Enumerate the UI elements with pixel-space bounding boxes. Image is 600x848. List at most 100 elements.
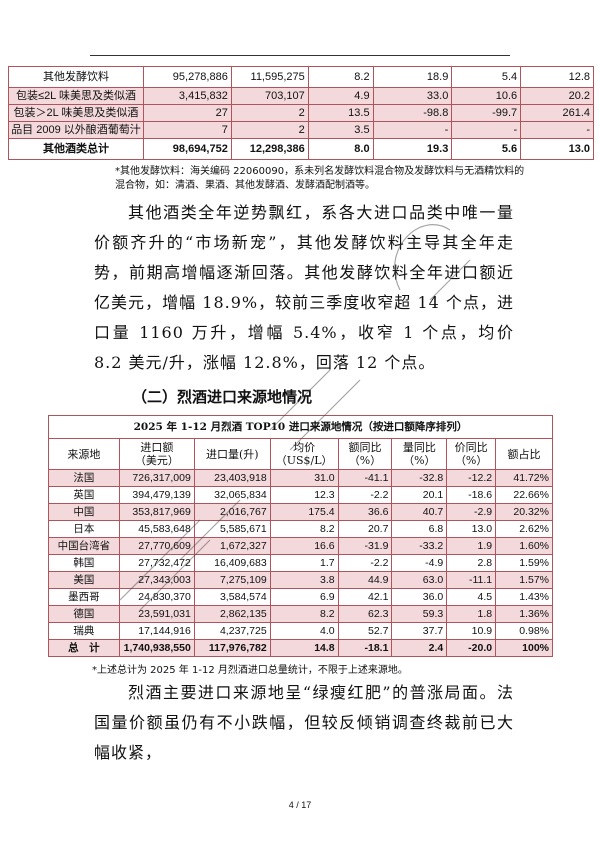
table-cell: -2.2 [337, 486, 393, 504]
table-cell: 24,830,370 [118, 588, 195, 606]
table-cell: 10.9 [446, 622, 497, 640]
column-header: 额同比 （%） [337, 438, 393, 470]
table-cell: 中国 [48, 503, 120, 521]
table-cell: 2.62% [495, 520, 553, 538]
table2-note: *上述总计为 2025 年 1-12 月烈酒进口总量统计，不限于上述来源地。 [92, 665, 408, 676]
table1-note-line2: 混合物，如：清酒、果酒、其他发酵酒、发酵酒配制酒等。 [115, 180, 375, 191]
table-cell: 40.7 [391, 503, 448, 521]
column-header: 均价 （US$/L） [269, 438, 339, 470]
table-cell-price: 4.9 [307, 87, 374, 105]
table-cell-price-yoy: - [520, 121, 594, 139]
table-cell: 45,583,648 [118, 520, 195, 538]
table-cell: 20.1 [391, 486, 448, 504]
table-cell: 27,343,003 [118, 571, 195, 589]
table-cell-value: 3,415,832 [142, 87, 232, 105]
table-cell: 1.59% [495, 554, 553, 572]
table-cell: 1.36% [495, 605, 553, 623]
table-cell-volume: 2 [230, 121, 309, 139]
table-cell: 德国 [48, 605, 120, 623]
table-cell: 0.98% [495, 622, 553, 640]
table-cell: 44.9 [337, 571, 393, 589]
table-cell: 117,976,782 [193, 639, 271, 657]
table-cell: 3.8 [269, 571, 339, 589]
table-cell-volume-yoy: 5.4 [451, 66, 522, 88]
table-cell-price-yoy: 261.4 [520, 104, 594, 122]
table-cell-volume: 11,595,275 [230, 66, 309, 88]
table-cell: 1.60% [495, 537, 553, 555]
table-row: 包装＞2L 味美思及类似酒 27 2 13.5 -98.8 -99.7 261.4 [8, 104, 594, 122]
table-cell-value: 98,694,752 [142, 138, 232, 160]
page-number: 4 / 17 [288, 800, 312, 810]
table-cell-volume-yoy: -99.7 [451, 104, 522, 122]
table-cell: 8.2 [269, 520, 339, 538]
table-cell-value-yoy: - [372, 121, 453, 139]
table-cell: -41.1 [337, 469, 393, 487]
table-row: 美国 27,343,003 7,275,109 3.8 44.9 63.0 -11.1 1.5… [48, 571, 553, 589]
table-cell-name: 其他酒类总计 [8, 138, 144, 160]
column-header: 来源地 [48, 438, 120, 470]
table-cell-volume-yoy: 10.6 [451, 87, 522, 105]
table-cell: 14.8 [269, 639, 339, 657]
header-rule [90, 55, 510, 56]
table-row: 其他发酵饮料 95,278,886 11,595,275 8.2 18.9 5.4 12.8 [8, 66, 594, 88]
table-cell: 日本 [48, 520, 120, 538]
column-header: 进口额 （美元） [118, 438, 195, 470]
table-cell: 美国 [48, 571, 120, 589]
table-cell: 1.43% [495, 588, 553, 606]
table-row: 品目 2009 以外酿酒葡萄汁 7 2 3.5- - - [8, 121, 594, 139]
table-cell: 63.0 [391, 571, 448, 589]
table-cell: 22.66% [495, 486, 553, 504]
table-cell: 42.1 [337, 588, 393, 606]
table-cell-name: 其他发酵饮料 [8, 66, 144, 88]
table-cell-volume-yoy: - [451, 121, 522, 139]
table-cell: 2,016,767 [193, 503, 271, 521]
table-cell-value: 7 [142, 121, 232, 139]
table-cell: 1,740,938,550 [118, 639, 195, 657]
table-row: 英国 394,479,139 32,065,834 12.3 -2.2 20.1 -18.6… [48, 486, 553, 504]
table-cell-price-yoy: 13.0 [520, 138, 594, 160]
table-cell-value-yoy: 33.0 [372, 87, 453, 105]
table-row: 其他酒类总计 98,694,752 12,298,386 8.0 19.3 5.6 13.0 [8, 138, 594, 160]
table-cell: 27,732,472 [118, 554, 195, 572]
paragraph-spirits: 烈酒主要进口来源地呈“绿瘦红肥”的普涨局面。法国量价额虽仍有不小跌幅，但较反倾销… [94, 683, 514, 762]
table-cell-volume: 12,298,386 [230, 138, 309, 160]
table-cell: -11.1 [446, 571, 497, 589]
table-row: 日本 45,583,648 5,585,671 8.2 20.7 6.8 13.0 2.62% [48, 520, 553, 538]
table-cell: 37.7 [391, 622, 448, 640]
table-cell: 总 计 [48, 639, 120, 657]
table-cell: 2.8 [446, 554, 497, 572]
table-cell: -32.8 [391, 469, 448, 487]
table-row: 德国 23,591,031 2,862,135 8.2 62.3 59.3 1.8 1.36% [48, 605, 553, 623]
table-cell: 4.5 [446, 588, 497, 606]
table-cell: 1,672,327 [193, 537, 271, 555]
table-cell-price-yoy: 20.2 [520, 87, 594, 105]
column-header: 额占比 [495, 438, 553, 470]
table-cell: -2.9 [446, 503, 497, 521]
table-cell-value-yoy: 18.9 [372, 66, 453, 88]
table-cell: 1.8 [446, 605, 497, 623]
table-cell: 20.32% [495, 503, 553, 521]
table1-note-line1: *其他发酵饮料：海关编码 22060090，系未列名发酵饮料混合物及发酵饮料与无… [115, 166, 525, 177]
table-cell: 5,585,671 [193, 520, 271, 538]
table-cell: -31.9 [337, 537, 393, 555]
table-cell: 23,591,031 [118, 605, 195, 623]
table-cell: 23,403,918 [193, 469, 271, 487]
table-cell-price: 13.5 [307, 104, 374, 122]
table-cell: 32,065,834 [193, 486, 271, 504]
table2-title: 2025 年 1-12 月烈酒 TOP10 进口来源地情况（按进口额降序排列） [48, 415, 553, 439]
table-cell: 36.0 [391, 588, 448, 606]
table-cell: 52.7 [337, 622, 393, 640]
table-cell: 7,275,109 [193, 571, 271, 589]
table-cell-name: 包装≤2L 味美思及类似酒 [8, 87, 144, 105]
table-cell-price: 8.0 [307, 138, 374, 160]
table-cell: 4.0 [269, 622, 339, 640]
section-heading: （二）烈酒进口来源地情况 [132, 388, 313, 406]
table-cell: -20.0 [446, 639, 497, 657]
table-cell: 36.6 [337, 503, 393, 521]
table-cell: 韩国 [48, 554, 120, 572]
other-liquor-table: 其他发酵饮料 95,278,886 11,595,275 8.2 18.9 5.4 12.8… [8, 66, 594, 160]
table-cell: 英国 [48, 486, 120, 504]
table-cell: -33.2 [391, 537, 448, 555]
table-row: 墨西哥 24,830,370 3,584,574 6.9 42.1 36.0 4.5 1.43… [48, 588, 553, 606]
